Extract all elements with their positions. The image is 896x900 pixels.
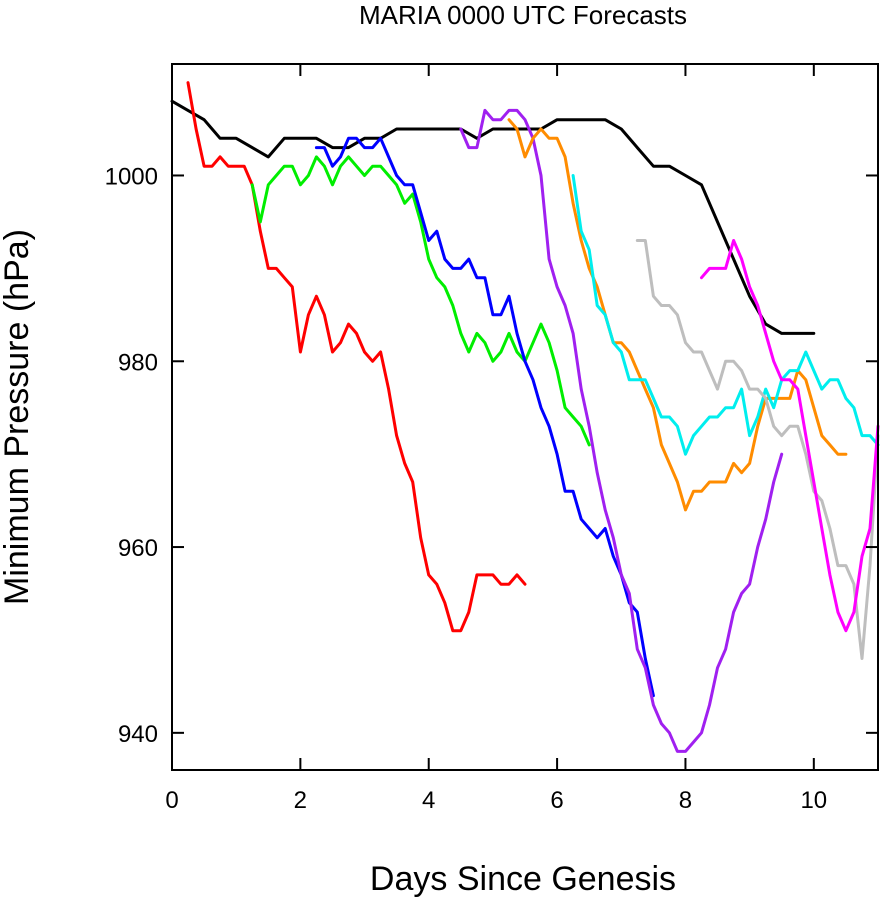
- plot-frame: [171, 63, 879, 771]
- series-line-7: [571, 174, 880, 456]
- series-layer: [170, 81, 880, 753]
- y-axis-label: Minimum Pressure (hPa): [0, 229, 36, 605]
- series-line-1: [170, 99, 816, 335]
- series-line-6: [507, 118, 848, 512]
- series-line-3: [250, 155, 591, 447]
- y-tick-label: 960: [118, 535, 158, 562]
- series-line-4: [314, 136, 655, 698]
- chart-title: MARIA 0000 UTC Forecasts: [359, 0, 687, 30]
- axis-layer: 0 2 4 6 8 10 940 960 980 1000: [105, 64, 878, 814]
- x-tick-label: 8: [679, 787, 692, 814]
- x-tick-label: 0: [165, 787, 178, 814]
- y-tick-label: 940: [118, 721, 158, 748]
- x-tick-label: 4: [422, 787, 435, 814]
- series-line-8: [635, 239, 880, 660]
- series-line-5: [459, 108, 784, 753]
- series-line-2: [186, 81, 527, 633]
- y-tick-label: 1000: [105, 163, 158, 190]
- y-tick-label: 980: [118, 349, 158, 376]
- series-line-9: [700, 239, 880, 633]
- x-tick-label: 6: [550, 787, 563, 814]
- x-axis-label: Days Since Genesis: [370, 860, 676, 898]
- x-tick-label: 10: [800, 787, 827, 814]
- x-tick-label: 2: [294, 787, 307, 814]
